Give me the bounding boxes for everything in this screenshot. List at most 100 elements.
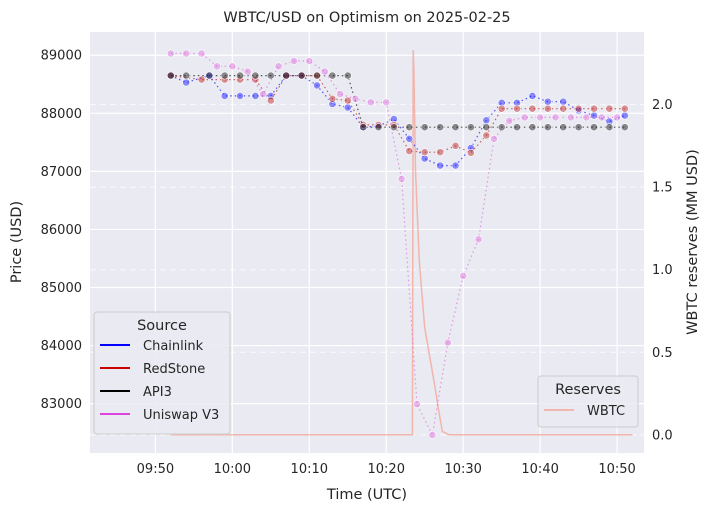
y-tick-label: 88000 bbox=[41, 107, 82, 122]
data-point-redstone bbox=[497, 104, 506, 113]
data-point-api3 bbox=[528, 123, 537, 132]
data-point-api3 bbox=[297, 71, 306, 80]
data-point-uniswap-v3 bbox=[197, 49, 206, 58]
data-point-uniswap-v3 bbox=[459, 271, 468, 280]
data-point-api3 bbox=[343, 71, 352, 80]
data-point-api3 bbox=[405, 123, 414, 132]
data-point-uniswap-v3 bbox=[490, 134, 498, 143]
data-point-api3 bbox=[497, 123, 506, 132]
data-point-uniswap-v3 bbox=[320, 67, 329, 76]
chart-title: WBTC/USD on Optimism on 2025-02-25 bbox=[223, 10, 510, 26]
x-tick-label: 10:30 bbox=[444, 462, 481, 477]
data-point-api3 bbox=[513, 123, 521, 132]
data-point-redstone bbox=[466, 148, 475, 157]
data-point-uniswap-v3 bbox=[182, 49, 191, 58]
x-axis-label: Time (UTC) bbox=[326, 487, 407, 503]
data-point-api3 bbox=[543, 123, 552, 132]
data-point-chainlink bbox=[313, 81, 321, 90]
data-point-redstone bbox=[605, 104, 614, 113]
legend-label-chainlink: Chainlink bbox=[143, 339, 204, 354]
data-point-chainlink bbox=[528, 92, 537, 100]
data-point-chainlink bbox=[590, 111, 598, 120]
y2-tick-label: 1.5 bbox=[652, 181, 673, 196]
data-point-uniswap-v3 bbox=[351, 94, 360, 103]
data-point-redstone bbox=[266, 96, 275, 105]
data-point-redstone bbox=[405, 147, 414, 155]
reserves-line-wbtc bbox=[170, 50, 633, 436]
data-point-uniswap-v3 bbox=[166, 49, 175, 58]
data-point-uniswap-v3 bbox=[382, 98, 391, 107]
data-point-uniswap-v3 bbox=[213, 62, 221, 71]
data-point-api3 bbox=[620, 123, 629, 132]
x-tick-label: 10:50 bbox=[598, 462, 635, 477]
series-line-redstone bbox=[170, 74, 625, 154]
data-point-chainlink bbox=[482, 116, 491, 125]
data-point-api3 bbox=[559, 123, 568, 132]
data-point-api3 bbox=[251, 71, 260, 80]
data-point-chainlink bbox=[559, 97, 568, 106]
x-tick-label: 10:40 bbox=[521, 462, 558, 477]
data-point-uniswap-v3 bbox=[505, 116, 514, 125]
data-point-redstone bbox=[451, 141, 460, 150]
data-point-api3 bbox=[590, 123, 598, 132]
y-tick-label: 87000 bbox=[41, 165, 82, 180]
data-point-redstone bbox=[513, 104, 521, 113]
data-point-redstone bbox=[436, 148, 444, 157]
data-point-uniswap-v3 bbox=[259, 90, 267, 98]
data-point-uniswap-v3 bbox=[243, 67, 252, 76]
data-point-api3 bbox=[313, 71, 321, 80]
data-point-chainlink bbox=[451, 161, 460, 170]
data-point-api3 bbox=[328, 71, 337, 80]
data-point-uniswap-v3 bbox=[582, 113, 591, 122]
data-point-uniswap-v3 bbox=[567, 113, 575, 122]
data-point-api3 bbox=[359, 123, 368, 132]
data-point-redstone bbox=[328, 94, 337, 103]
y-tick-label: 86000 bbox=[41, 223, 82, 238]
data-point-api3 bbox=[389, 123, 398, 132]
data-point-api3 bbox=[451, 123, 460, 132]
reserves-layer bbox=[170, 50, 633, 436]
data-point-redstone bbox=[528, 104, 537, 113]
legend-reserves-box bbox=[537, 375, 639, 428]
data-point-uniswap-v3 bbox=[274, 62, 283, 71]
data-point-uniswap-v3 bbox=[228, 62, 237, 71]
data-point-api3 bbox=[220, 71, 229, 80]
y2-tick-label: 0.0 bbox=[652, 428, 673, 443]
data-point-redstone bbox=[559, 104, 568, 113]
data-point-uniswap-v3 bbox=[613, 113, 621, 122]
series-layer bbox=[166, 49, 629, 439]
y2-tick-label: 0.5 bbox=[652, 346, 673, 361]
data-point-api3 bbox=[574, 123, 583, 132]
y2-tick-label: 1.0 bbox=[652, 263, 673, 278]
y-tick-label: 85000 bbox=[41, 281, 82, 296]
data-point-api3 bbox=[436, 123, 444, 132]
data-point-redstone bbox=[574, 104, 583, 113]
data-point-uniswap-v3 bbox=[289, 57, 298, 65]
data-point-api3 bbox=[420, 123, 429, 132]
data-point-api3 bbox=[482, 123, 491, 132]
y-tick-label: 83000 bbox=[41, 397, 82, 412]
data-point-redstone bbox=[343, 96, 352, 105]
legend-source-title: Source bbox=[137, 318, 187, 334]
data-point-redstone bbox=[420, 148, 429, 157]
legend-reserves: Reserves WBTC bbox=[537, 375, 639, 428]
data-point-uniswap-v3 bbox=[305, 57, 314, 65]
y-tick-label: 89000 bbox=[41, 49, 82, 64]
x-tick-label: 09:50 bbox=[137, 462, 174, 477]
data-point-uniswap-v3 bbox=[336, 90, 344, 98]
data-point-api3 bbox=[166, 71, 175, 80]
legend-reserves-title: Reserves bbox=[555, 382, 621, 398]
data-point-api3 bbox=[466, 123, 475, 132]
data-point-uniswap-v3 bbox=[551, 113, 560, 122]
legend-label-api3: API3 bbox=[143, 385, 172, 400]
y-tick-label: 84000 bbox=[41, 339, 82, 354]
y2-tick-label: 2.0 bbox=[652, 98, 673, 113]
legend-source-box bbox=[93, 311, 231, 435]
data-point-chainlink bbox=[405, 134, 414, 143]
data-point-uniswap-v3 bbox=[443, 338, 452, 347]
data-point-api3 bbox=[605, 123, 614, 132]
data-point-chainlink bbox=[343, 103, 352, 112]
legend-label-uniswap-v3: Uniswap V3 bbox=[143, 408, 219, 423]
y-axis-label: Price (USD) bbox=[9, 201, 25, 283]
